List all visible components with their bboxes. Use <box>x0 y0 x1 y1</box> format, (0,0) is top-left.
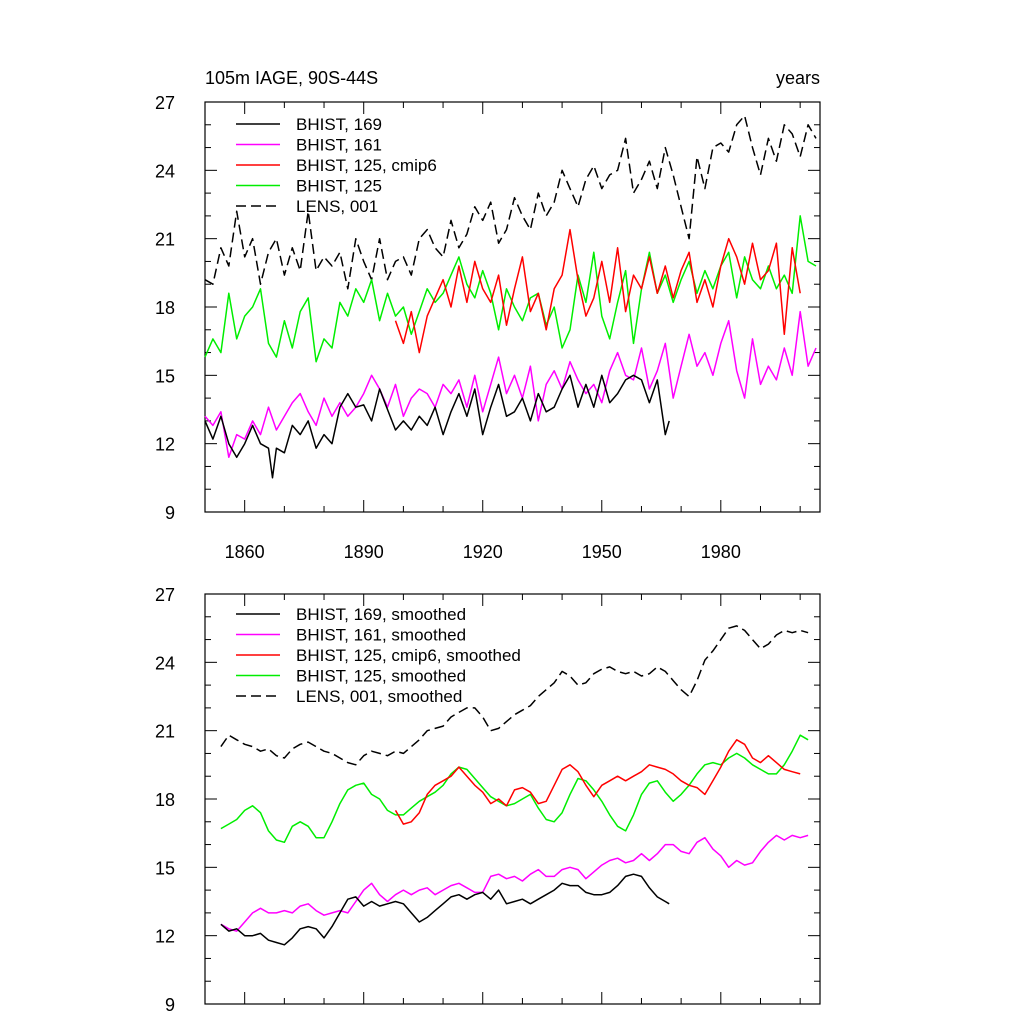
legend-label: LENS, 001 <box>296 197 378 216</box>
legend-label: BHIST, 125 <box>296 177 382 196</box>
series-line-3 <box>220 734 809 844</box>
y-tick-label: 24 <box>155 653 175 673</box>
chart-title-right: years <box>776 68 820 88</box>
x-tick-label: 1980 <box>701 542 741 562</box>
y-tick-label: 15 <box>155 366 175 386</box>
y-tick-label: 24 <box>155 161 175 181</box>
legend-label: BHIST, 169, smoothed <box>296 605 466 624</box>
series-line-0 <box>204 374 670 479</box>
x-tick-label: 1890 <box>344 542 384 562</box>
y-tick-label: 12 <box>155 927 175 947</box>
series-line-2 <box>394 228 801 354</box>
y-tick-label: 21 <box>155 230 175 250</box>
x-tick-label: 1950 <box>582 542 622 562</box>
y-tick-label: 9 <box>165 995 175 1015</box>
series-line-0 <box>220 873 670 946</box>
legend-label: BHIST, 125, smoothed <box>296 667 466 686</box>
top-panel: 9 12 15 18 21 24 27 1860 1890 1920 1950 1980 105m IA… <box>155 68 821 562</box>
y-tick-label: 18 <box>155 298 175 318</box>
legend-label: BHIST, 161 <box>296 136 382 155</box>
series-line-1 <box>204 310 817 459</box>
legend-label: BHIST, 161, smoothed <box>296 626 466 645</box>
series-line-2 <box>394 739 801 825</box>
y-tick-label: 27 <box>155 93 175 113</box>
series-line-3 <box>204 215 817 363</box>
y-tick-label: 21 <box>155 722 175 742</box>
series-line-1 <box>220 834 809 932</box>
series-line-4 <box>204 114 817 290</box>
bottom-panel: 9 12 15 18 21 24 27 BHIST, 169, smoothed BHIST, … <box>155 585 821 1015</box>
y-tick-label: 18 <box>155 790 175 810</box>
legend-label: BHIST, 125, cmip6, smoothed <box>296 646 521 665</box>
x-tick-label: 1920 <box>463 542 503 562</box>
legend-label: LENS, 001, smoothed <box>296 687 462 706</box>
y-tick-label: 15 <box>155 858 175 878</box>
legend-label: BHIST, 169 <box>296 115 382 134</box>
y-tick-label: 27 <box>155 585 175 605</box>
y-tick-label: 12 <box>155 435 175 455</box>
legend-label: BHIST, 125, cmip6 <box>296 156 437 175</box>
y-tick-label: 9 <box>165 503 175 523</box>
x-tick-label: 1860 <box>225 542 265 562</box>
chart-title-left: 105m IAGE, 90S-44S <box>205 68 378 88</box>
